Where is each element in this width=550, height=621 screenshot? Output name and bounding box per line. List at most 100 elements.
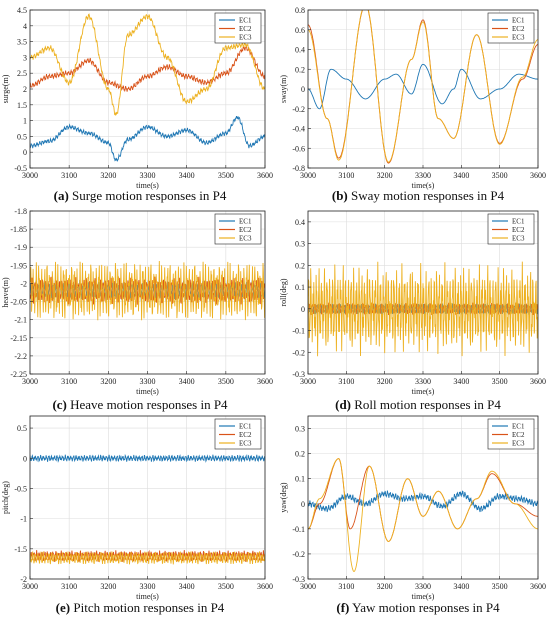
x-tick-label: 3100 <box>61 377 77 386</box>
caption-text: Heave motion responses in P4 <box>67 397 228 412</box>
legend-label-ec3: EC3 <box>512 34 525 42</box>
y-tick-label: 2.5 <box>17 69 27 78</box>
y-tick-label: -2.2 <box>14 352 27 361</box>
x-axis-label: time(s) <box>136 181 159 190</box>
y-tick-label: 0.8 <box>295 6 305 15</box>
y-tick-label: -1 <box>20 515 27 524</box>
x-tick-label: 3000 <box>300 582 316 591</box>
y-axis-label: yaw(deg) <box>279 482 288 513</box>
series-line-ec1 <box>308 63 538 110</box>
x-tick-label: 3300 <box>140 171 156 180</box>
legend-label-ec3: EC3 <box>239 34 252 42</box>
legend-label-ec3: EC3 <box>239 235 252 243</box>
x-tick-label: 3300 <box>415 377 431 386</box>
panel-caption: (e) Pitch motion responses in P4 <box>56 600 225 615</box>
x-tick-label: 3400 <box>179 582 195 591</box>
x-tick-label: 3200 <box>377 377 393 386</box>
legend-box <box>214 12 262 44</box>
y-axis-label: surge(m) <box>1 74 10 103</box>
x-tick-label: 3300 <box>415 582 431 591</box>
y-tick-label: 0.2 <box>295 261 305 270</box>
x-tick-label: 3600 <box>257 171 273 180</box>
chart-panel-3: 3000 3100 3200 3300 3400 3500 3600 -2.25 -2.2 -2.… <box>1 207 273 412</box>
legend-label-ec1: EC1 <box>512 17 525 25</box>
x-tick-label: 3200 <box>377 171 393 180</box>
legend-label-ec1: EC1 <box>239 218 252 226</box>
caption-text: Sway motion responses in P4 <box>348 188 505 203</box>
x-tick-label: 3100 <box>338 377 354 386</box>
x-tick-label: 3600 <box>530 582 546 591</box>
x-axis-label: time(s) <box>136 592 159 601</box>
legend-label-ec1: EC1 <box>239 423 252 431</box>
series-line-ec3 <box>308 458 538 573</box>
series-line-ec1 <box>308 490 538 513</box>
caption-letter: (d) <box>335 397 351 412</box>
legend-label-ec3: EC3 <box>512 440 525 448</box>
y-tick-label: 0.3 <box>295 425 305 434</box>
legend-box <box>487 418 535 450</box>
x-tick-label: 3400 <box>453 171 469 180</box>
chart-panel-4: 3000 3100 3200 3300 3400 3500 3600 -0.3 -0.2 -0.1… <box>279 210 546 412</box>
x-tick-label: 3000 <box>300 377 316 386</box>
x-tick-label: 3100 <box>338 171 354 180</box>
y-tick-label: 1.5 <box>17 101 27 110</box>
caption-letter: (b) <box>332 188 348 203</box>
x-tick-label: 3400 <box>453 377 469 386</box>
y-tick-label: 0.5 <box>17 424 27 433</box>
caption-text: Roll motion responses in P4 <box>351 397 501 412</box>
y-tick-label: -2.05 <box>10 298 27 307</box>
caption-letter: (a) <box>54 188 69 203</box>
y-tick-label: 4.5 <box>17 6 27 15</box>
y-tick-label: 3.5 <box>17 38 27 47</box>
legend-label-ec3: EC3 <box>239 440 252 448</box>
x-tick-label: 3600 <box>530 377 546 386</box>
legend-label-ec2: EC2 <box>239 25 252 33</box>
x-tick-label: 3600 <box>530 171 546 180</box>
caption-letter: (c) <box>52 397 66 412</box>
x-axis-label: time(s) <box>412 387 435 396</box>
y-tick-label: 0.2 <box>295 450 305 459</box>
series-line-ec3 <box>30 260 265 321</box>
chart-panel-6: 3000 3100 3200 3300 3400 3500 3600 -0.3 -0.2 -0.1… <box>279 415 546 615</box>
y-tick-label: -2.15 <box>10 334 27 343</box>
y-axis-label: sway(m) <box>279 75 288 103</box>
series-line-ec2 <box>30 44 265 93</box>
legend-label-ec2: EC2 <box>512 25 525 33</box>
y-tick-label: -2 <box>20 575 27 584</box>
y-tick-label: -2 <box>20 279 27 288</box>
y-axis-label: roll(deg) <box>279 278 288 306</box>
y-tick-label: -1.95 <box>10 261 27 270</box>
x-tick-label: 3500 <box>218 582 234 591</box>
x-tick-label: 3500 <box>492 171 508 180</box>
x-tick-label: 3000 <box>300 171 316 180</box>
x-tick-label: 3000 <box>22 171 38 180</box>
x-tick-label: 3500 <box>218 171 234 180</box>
y-tick-label: 4 <box>23 22 27 31</box>
caption-letter: (f) <box>336 600 349 615</box>
x-tick-label: 3100 <box>61 171 77 180</box>
y-tick-label: -0.4 <box>292 125 305 134</box>
series-line-ec3 <box>308 10 538 163</box>
x-tick-label: 3400 <box>179 377 195 386</box>
legend-label-ec2: EC2 <box>239 431 252 439</box>
y-tick-label: -0.5 <box>14 164 27 173</box>
y-tick-label: 0.1 <box>295 475 305 484</box>
y-tick-label: 0.3 <box>295 240 305 249</box>
y-axis-label: heave(m) <box>1 277 10 308</box>
caption-text: Surge motion responses in P4 <box>69 188 227 203</box>
legend-label-ec1: EC1 <box>512 423 525 431</box>
y-tick-label: 0 <box>23 148 27 157</box>
y-tick-label: -1.85 <box>10 225 27 234</box>
legend-label-ec2: EC2 <box>239 226 252 234</box>
legend-label-ec2: EC2 <box>512 226 525 234</box>
panel-caption: (b) Sway motion responses in P4 <box>332 188 505 203</box>
panel-caption: (c) Heave motion responses in P4 <box>52 397 228 412</box>
x-tick-label: 3000 <box>22 377 38 386</box>
x-tick-label: 3000 <box>22 582 38 591</box>
panel-caption: (d) Roll motion responses in P4 <box>335 397 501 412</box>
y-tick-label: -0.3 <box>292 370 305 379</box>
y-tick-label: -1.9 <box>14 243 27 252</box>
y-tick-label: 2 <box>23 85 27 94</box>
x-tick-label: 3200 <box>100 582 116 591</box>
x-tick-label: 3400 <box>453 582 469 591</box>
